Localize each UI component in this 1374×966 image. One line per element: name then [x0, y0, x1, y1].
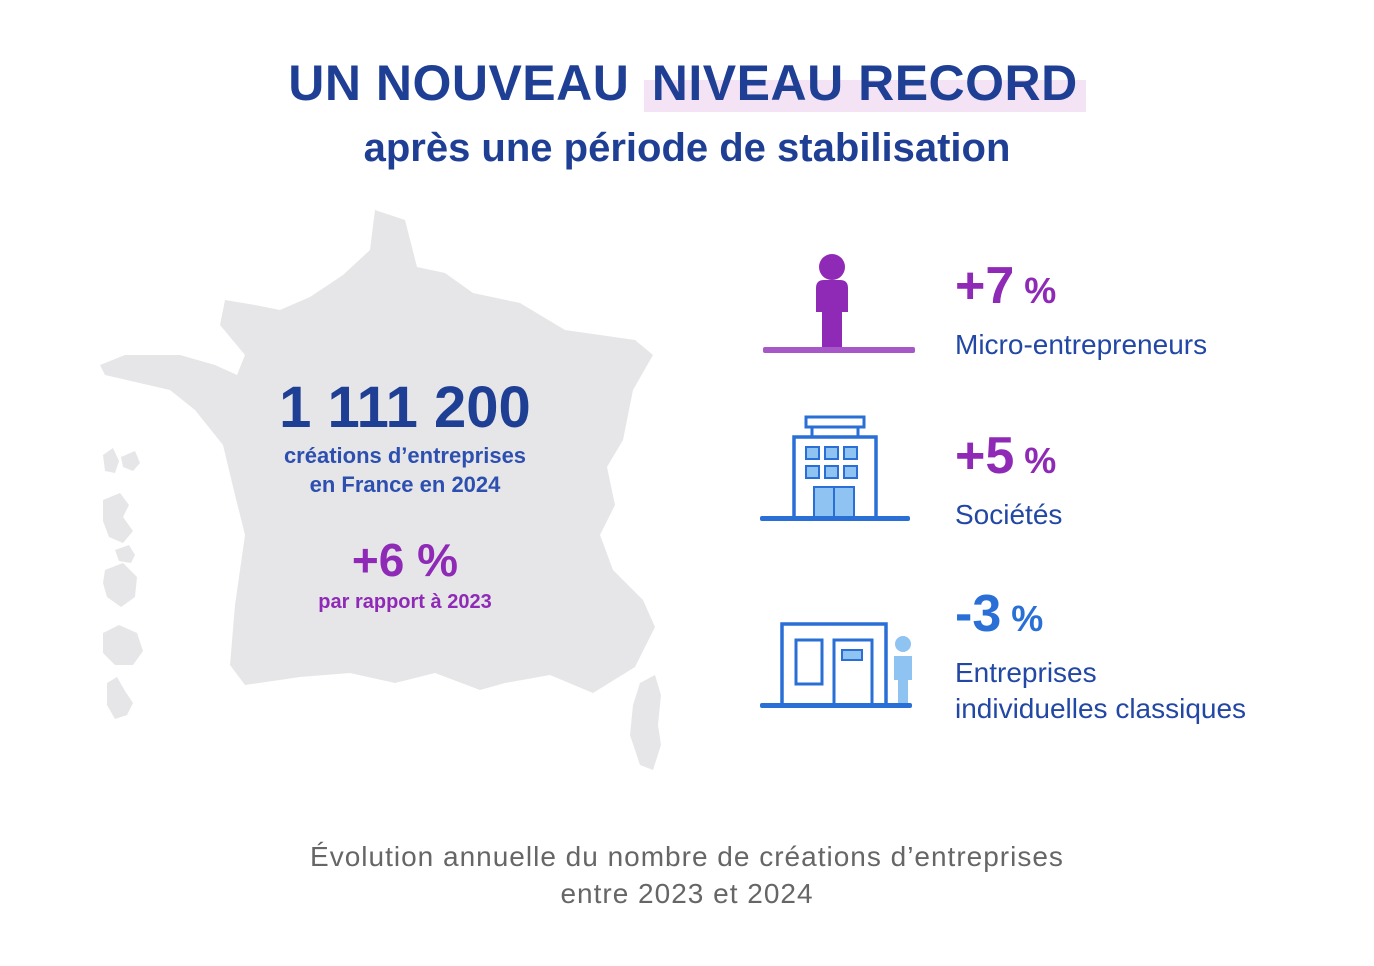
footer-caption: Évolution annuelle du nombre de création…: [0, 838, 1374, 912]
footer-line1: Évolution annuelle du nombre de création…: [310, 841, 1064, 872]
stat-value-number: +5: [955, 427, 1015, 485]
stat-entreprises-individuelles: -3% Entreprises individuelles classiques: [955, 586, 1246, 727]
shop-icon: [760, 622, 912, 708]
stat-value: +7%: [955, 258, 1207, 327]
footer-line2: entre 2023 et 2024: [560, 878, 814, 909]
title-highlight: NIVEAU RECORD: [643, 52, 1086, 114]
person-icon: [763, 254, 915, 353]
stat-label-line1: Entreprises: [955, 657, 1097, 688]
stat-label-line2: individuelles classiques: [955, 693, 1247, 724]
stat-value-unit: %: [1024, 270, 1057, 311]
page-subtitle: après une période de stabilisation: [363, 126, 1011, 170]
total-creations-value: 1 111 200: [279, 375, 531, 440]
stat-societes: +5% Sociétés: [955, 428, 1062, 533]
stat-value-unit: %: [1011, 598, 1044, 639]
stat-value: +5%: [955, 428, 1062, 497]
france-map-icon: [100, 210, 661, 770]
stat-micro-entrepreneurs: +7% Micro-entrepreneurs: [955, 258, 1207, 363]
stat-value-unit: %: [1024, 440, 1057, 481]
evolution-caption: par rapport à 2023: [318, 591, 492, 613]
stat-value: -3%: [955, 586, 1246, 655]
stat-label: Micro-entrepreneurs: [955, 329, 1208, 360]
evolution-value: +6 %: [351, 534, 459, 586]
stat-value-number: +7: [955, 257, 1015, 315]
title-part-2: NIVEAU RECORD: [651, 55, 1078, 111]
stat-value-number: -3: [955, 585, 1002, 643]
stat-label: Sociétés: [955, 499, 1063, 530]
page-title: UN NOUVEAU NIVEAU RECORD: [0, 52, 1374, 114]
title-part-1: UN NOUVEAU: [288, 55, 630, 111]
building-icon: [760, 415, 910, 521]
total-creations-block: 1 111 200 créations d’entreprises en Fra…: [220, 375, 590, 617]
total-creations-caption-line1: créations d’entreprises: [283, 443, 527, 468]
total-creations-caption-line2: en France en 2024: [309, 472, 501, 497]
